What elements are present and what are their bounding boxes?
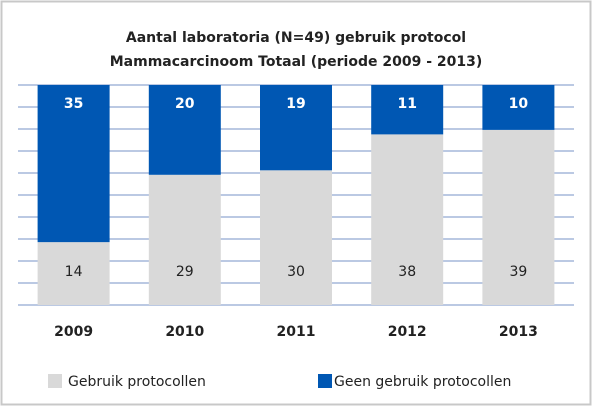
bar-segment	[371, 134, 444, 305]
legend-label: Geen gebruik protocollen	[334, 374, 511, 390]
bar-segment	[482, 85, 555, 130]
data-label: 20	[175, 96, 195, 112]
chart-subtitle: Mammacarcinoom Totaal (periode 2009 - 20…	[110, 54, 483, 70]
data-label: 10	[509, 96, 529, 112]
data-label: 14	[65, 264, 83, 280]
data-label: 39	[509, 264, 527, 280]
chart-title: Aantal laboratoria (N=49) gebruik protoc…	[126, 30, 466, 46]
legend-swatch	[48, 374, 62, 388]
x-tick-label: 2011	[277, 324, 316, 340]
legend-label: Gebruik protocollen	[68, 374, 206, 390]
bar-segment	[148, 85, 221, 175]
x-tick-label: 2012	[388, 324, 427, 340]
data-label: 11	[397, 96, 416, 112]
data-label: 29	[176, 264, 194, 280]
x-tick-label: 2013	[499, 324, 538, 340]
bar-segment	[260, 85, 332, 171]
bar-segment	[482, 129, 555, 305]
x-tick-label: 2010	[165, 324, 204, 340]
x-tick-label: 2009	[54, 324, 93, 340]
data-label: 35	[64, 96, 83, 112]
bar-segment	[37, 85, 110, 243]
bar-segment	[37, 242, 110, 305]
legend-swatch	[318, 374, 332, 388]
bar-segment	[371, 85, 444, 135]
data-label: 38	[398, 264, 416, 280]
bar-segment	[148, 174, 221, 305]
data-label: 30	[287, 264, 305, 280]
bar-segment	[260, 170, 332, 305]
data-label: 19	[286, 96, 305, 112]
